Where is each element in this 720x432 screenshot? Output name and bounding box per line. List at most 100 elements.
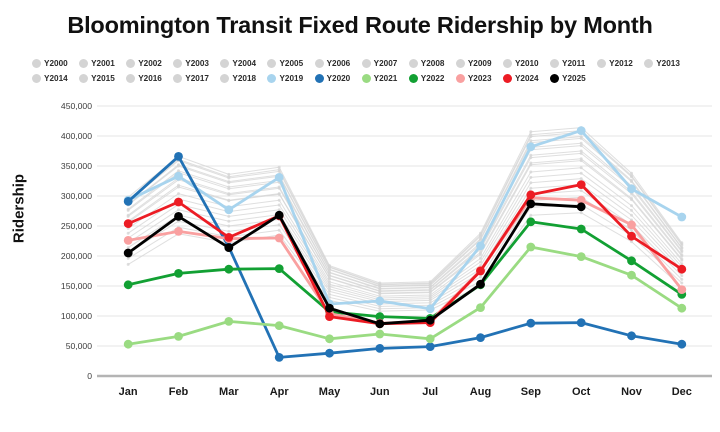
series-Y2018: [126, 157, 684, 295]
y-tick-label: 400,000: [61, 131, 92, 141]
legend-item-Y2001[interactable]: Y2001: [79, 56, 126, 71]
data-point: [526, 318, 536, 328]
series-line: [127, 203, 683, 310]
legend-label: Y2003: [185, 59, 209, 68]
data-point: [378, 286, 382, 290]
legend-label: Y2019: [279, 74, 304, 83]
legend-item-Y2020[interactable]: Y2020: [314, 71, 362, 86]
data-point: [378, 284, 382, 288]
data-point: [425, 334, 435, 344]
data-point: [325, 348, 334, 358]
series-line: [127, 142, 683, 289]
legend-item-Y2004[interactable]: Y2004: [220, 56, 267, 71]
legend-label: Y2015: [91, 74, 115, 83]
data-point: [680, 262, 684, 266]
data-point: [630, 208, 633, 212]
legend-item-Y2025[interactable]: Y2025: [550, 71, 597, 86]
data-point: [627, 231, 636, 241]
chart-legend: Y2000 Y2001 Y2002 Y2003 Y2004 Y2005 Y2006 Y2007…: [32, 56, 692, 86]
data-point: [227, 180, 231, 184]
data-point: [227, 172, 231, 176]
data-point: [526, 142, 536, 152]
legend-item-Y2024[interactable]: Y2024: [502, 71, 550, 86]
data-point: [277, 192, 281, 196]
x-tick-label: Sep: [521, 386, 541, 398]
legend-item-Y2017[interactable]: Y2017: [173, 71, 220, 86]
legend-label: Y2011: [562, 59, 586, 68]
data-point: [375, 319, 385, 329]
data-point: [627, 184, 636, 194]
legend-label: Y2018: [232, 74, 257, 83]
data-point: [274, 173, 284, 182]
data-point: [680, 274, 684, 278]
data-point: [274, 264, 284, 273]
legend-swatch-icon: [502, 59, 512, 68]
legend-swatch-icon: [79, 74, 89, 83]
series-lines-highlight: [123, 126, 687, 362]
legend-item-Y2006[interactable]: Y2006: [314, 56, 362, 71]
y-tick-label: 350,000: [61, 161, 92, 171]
legend-item-Y2022[interactable]: Y2022: [408, 71, 456, 86]
y-tick-label: 250,000: [61, 221, 92, 231]
legend-item-Y2012[interactable]: Y2012: [597, 56, 644, 71]
legend-swatch-icon: [361, 59, 371, 68]
data-point: [630, 196, 633, 200]
legend-item-Y2008[interactable]: Y2008: [408, 56, 456, 71]
legend-item-Y2000[interactable]: Y2000: [32, 56, 79, 71]
data-point: [428, 301, 432, 305]
data-point: [579, 141, 583, 145]
legend-item-Y2003[interactable]: Y2003: [173, 56, 220, 71]
series-line: [127, 127, 683, 284]
data-point: [378, 289, 382, 293]
data-point: [126, 213, 130, 217]
legend-item-Y2013[interactable]: Y2013: [644, 56, 691, 71]
legend-item-Y2007[interactable]: Y2007: [361, 56, 409, 71]
data-point: [378, 309, 382, 313]
legend-item-Y2005[interactable]: Y2005: [267, 56, 314, 71]
legend-swatch-icon: [455, 59, 465, 68]
legend-item-Y2019[interactable]: Y2019: [267, 71, 314, 86]
data-point: [227, 229, 231, 233]
legend-swatch-icon: [361, 74, 371, 83]
legend-item-Y2002[interactable]: Y2002: [126, 56, 173, 71]
legend-swatch-icon: [267, 59, 277, 68]
data-point: [227, 175, 231, 179]
legend-item-Y2018[interactable]: Y2018: [220, 71, 267, 86]
data-point: [328, 282, 331, 286]
data-point: [476, 266, 485, 276]
legend-item-Y2016[interactable]: Y2016: [126, 71, 173, 86]
y-axis-title: Ridership: [10, 173, 28, 244]
series-line: [127, 184, 683, 303]
data-point: [526, 199, 536, 209]
data-point: [123, 280, 133, 290]
data-point: [425, 304, 435, 314]
data-point: [328, 292, 331, 296]
legend-swatch-icon: [32, 59, 41, 68]
legend-item-Y2023[interactable]: Y2023: [455, 71, 503, 86]
legend-swatch-icon: [314, 59, 324, 68]
data-point: [375, 312, 385, 321]
legend-item-Y2015[interactable]: Y2015: [79, 71, 126, 86]
data-point: [579, 151, 583, 155]
legend-label: Y2021: [373, 74, 398, 83]
data-point: [576, 252, 586, 261]
x-tick-label: Nov: [621, 386, 643, 398]
legend-item-Y2010[interactable]: Y2010: [502, 56, 550, 71]
data-point: [680, 277, 684, 281]
data-point: [174, 269, 183, 278]
legend-item-Y2014[interactable]: Y2014: [32, 71, 79, 86]
legend-label: Y2017: [185, 74, 209, 83]
chart-title: Bloomington Transit Fixed Route Ridershi…: [67, 12, 653, 38]
x-tick-labels: Jan Feb Mar Apr May Jun Jul Aug Sep Oct Nov Dec: [119, 386, 692, 398]
data-point: [579, 166, 583, 170]
legend-item-Y2011[interactable]: Y2011: [550, 56, 597, 71]
data-point: [479, 233, 482, 237]
data-point: [224, 317, 234, 326]
legend-label: Y2000: [44, 59, 68, 68]
series-Y2014: [126, 129, 684, 286]
data-point: [630, 228, 633, 232]
data-point: [277, 185, 281, 189]
legend-item-Y2021[interactable]: Y2021: [361, 71, 409, 86]
data-point: [677, 339, 687, 349]
legend-item-Y2009[interactable]: Y2009: [455, 56, 503, 71]
